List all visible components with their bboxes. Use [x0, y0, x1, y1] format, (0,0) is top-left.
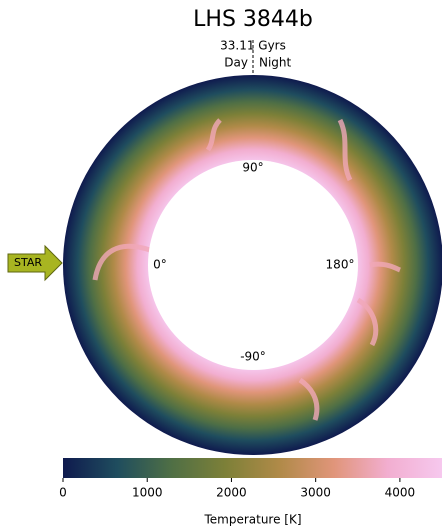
angle-label: 180°: [326, 258, 355, 272]
angle-label: 0°: [153, 258, 167, 272]
core: [148, 160, 358, 370]
angle-label: -90°: [240, 350, 266, 364]
chart-title: LHS 3844b: [193, 7, 313, 32]
colorbar-tick-label: 1000: [132, 486, 163, 500]
plume: [92, 118, 401, 421]
day-label: Day: [224, 56, 248, 70]
annulus: [63, 75, 442, 455]
colorbar-tick-label: 3000: [300, 486, 331, 500]
angle-label: 90°: [242, 161, 263, 175]
colorbar-tick-label: 0: [59, 486, 67, 500]
colorbar-label: Temperature [K]: [203, 513, 301, 527]
night-label: Night: [259, 56, 292, 70]
colorbar-tick-label: 4000: [385, 486, 416, 500]
star-arrow: [7, 244, 63, 282]
colorbar: [63, 458, 442, 478]
colorbar-tick-label: 2000: [216, 486, 247, 500]
star-label: STAR: [14, 256, 42, 269]
